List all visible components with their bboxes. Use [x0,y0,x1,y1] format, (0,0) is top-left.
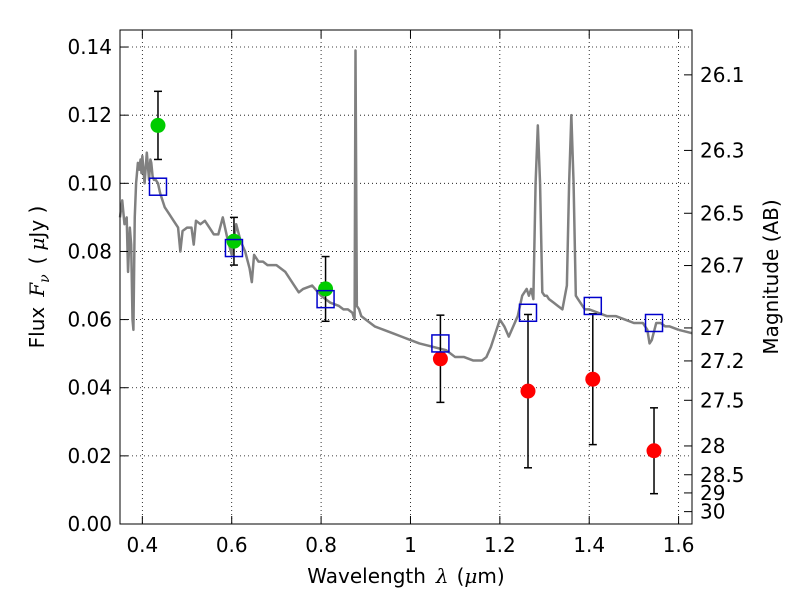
x-tick-label: 1.4 [573,533,605,557]
model-photometry-square [644,313,664,333]
red-data-point [646,443,662,459]
model-photometry-square [148,177,168,196]
y2-tick-label: 26.3 [700,138,745,162]
red-data-point [432,351,448,367]
green-data-point [318,281,334,297]
red-data-point [585,371,601,387]
y2-tick-label: 26.7 [700,254,745,278]
y-tick-label: 0.00 [67,512,112,536]
y2-tick-label: 28 [700,434,725,458]
model-photometry-square [224,238,244,258]
y2-tick-label: 26.5 [700,201,745,225]
y2-axis-label-group: Magnitude (AB) [759,199,783,354]
y2-tick-label: 28.5 [700,463,745,487]
y-tick-label: 0.12 [67,103,112,127]
plot-frame [119,29,693,525]
model-photometry-square [583,296,603,316]
data-layer [118,49,693,495]
y-axis-label: FluxFν(μJy ) [25,206,53,349]
y2-tick-label: 26.1 [700,63,745,87]
x-tick-label: 1.6 [663,533,695,557]
y2-tick-label: 27 [700,316,725,340]
x-tick-label: 0.4 [126,533,158,557]
y2-tick-label: 30 [700,500,725,524]
y2-tick-label: 27.2 [700,349,745,373]
y-axis-label-group: FluxFν(μJy ) [25,206,53,349]
y2-axis-label: Magnitude (AB) [759,199,783,354]
model-photometry-square [431,334,450,353]
y-tick-label: 0.02 [67,444,112,468]
grid-layer [120,30,692,525]
y2-tick-label: 29 [700,481,725,505]
y-tick-label: 0.08 [67,239,112,263]
model-photometry-square [316,289,335,309]
y-tick-label: 0.06 [67,308,112,332]
green-data-point [150,117,166,133]
y-tick-label: 0.10 [67,171,112,195]
model-photometry-square [518,303,538,323]
tick-layer: 0.4 0.6 0.8 1 1.2 1.4 1.6 0.00 0.02 0.04 0.06 0.08 0… [67,30,745,557]
x-tick-label: 1 [404,533,417,557]
green-data-point [226,233,242,249]
model-sed-line [118,49,693,362]
red-data-point [520,383,536,399]
x-tick-label: 1.2 [484,533,516,557]
x-axis-label: Wavelength λ (μm) [307,564,504,588]
y2-tick-label: 27.5 [700,388,745,412]
y-tick-label: 0.04 [67,376,112,400]
y-tick-label: 0.14 [67,35,112,59]
x-tick-label: 0.8 [305,533,337,557]
x-tick-label: 0.6 [216,533,248,557]
